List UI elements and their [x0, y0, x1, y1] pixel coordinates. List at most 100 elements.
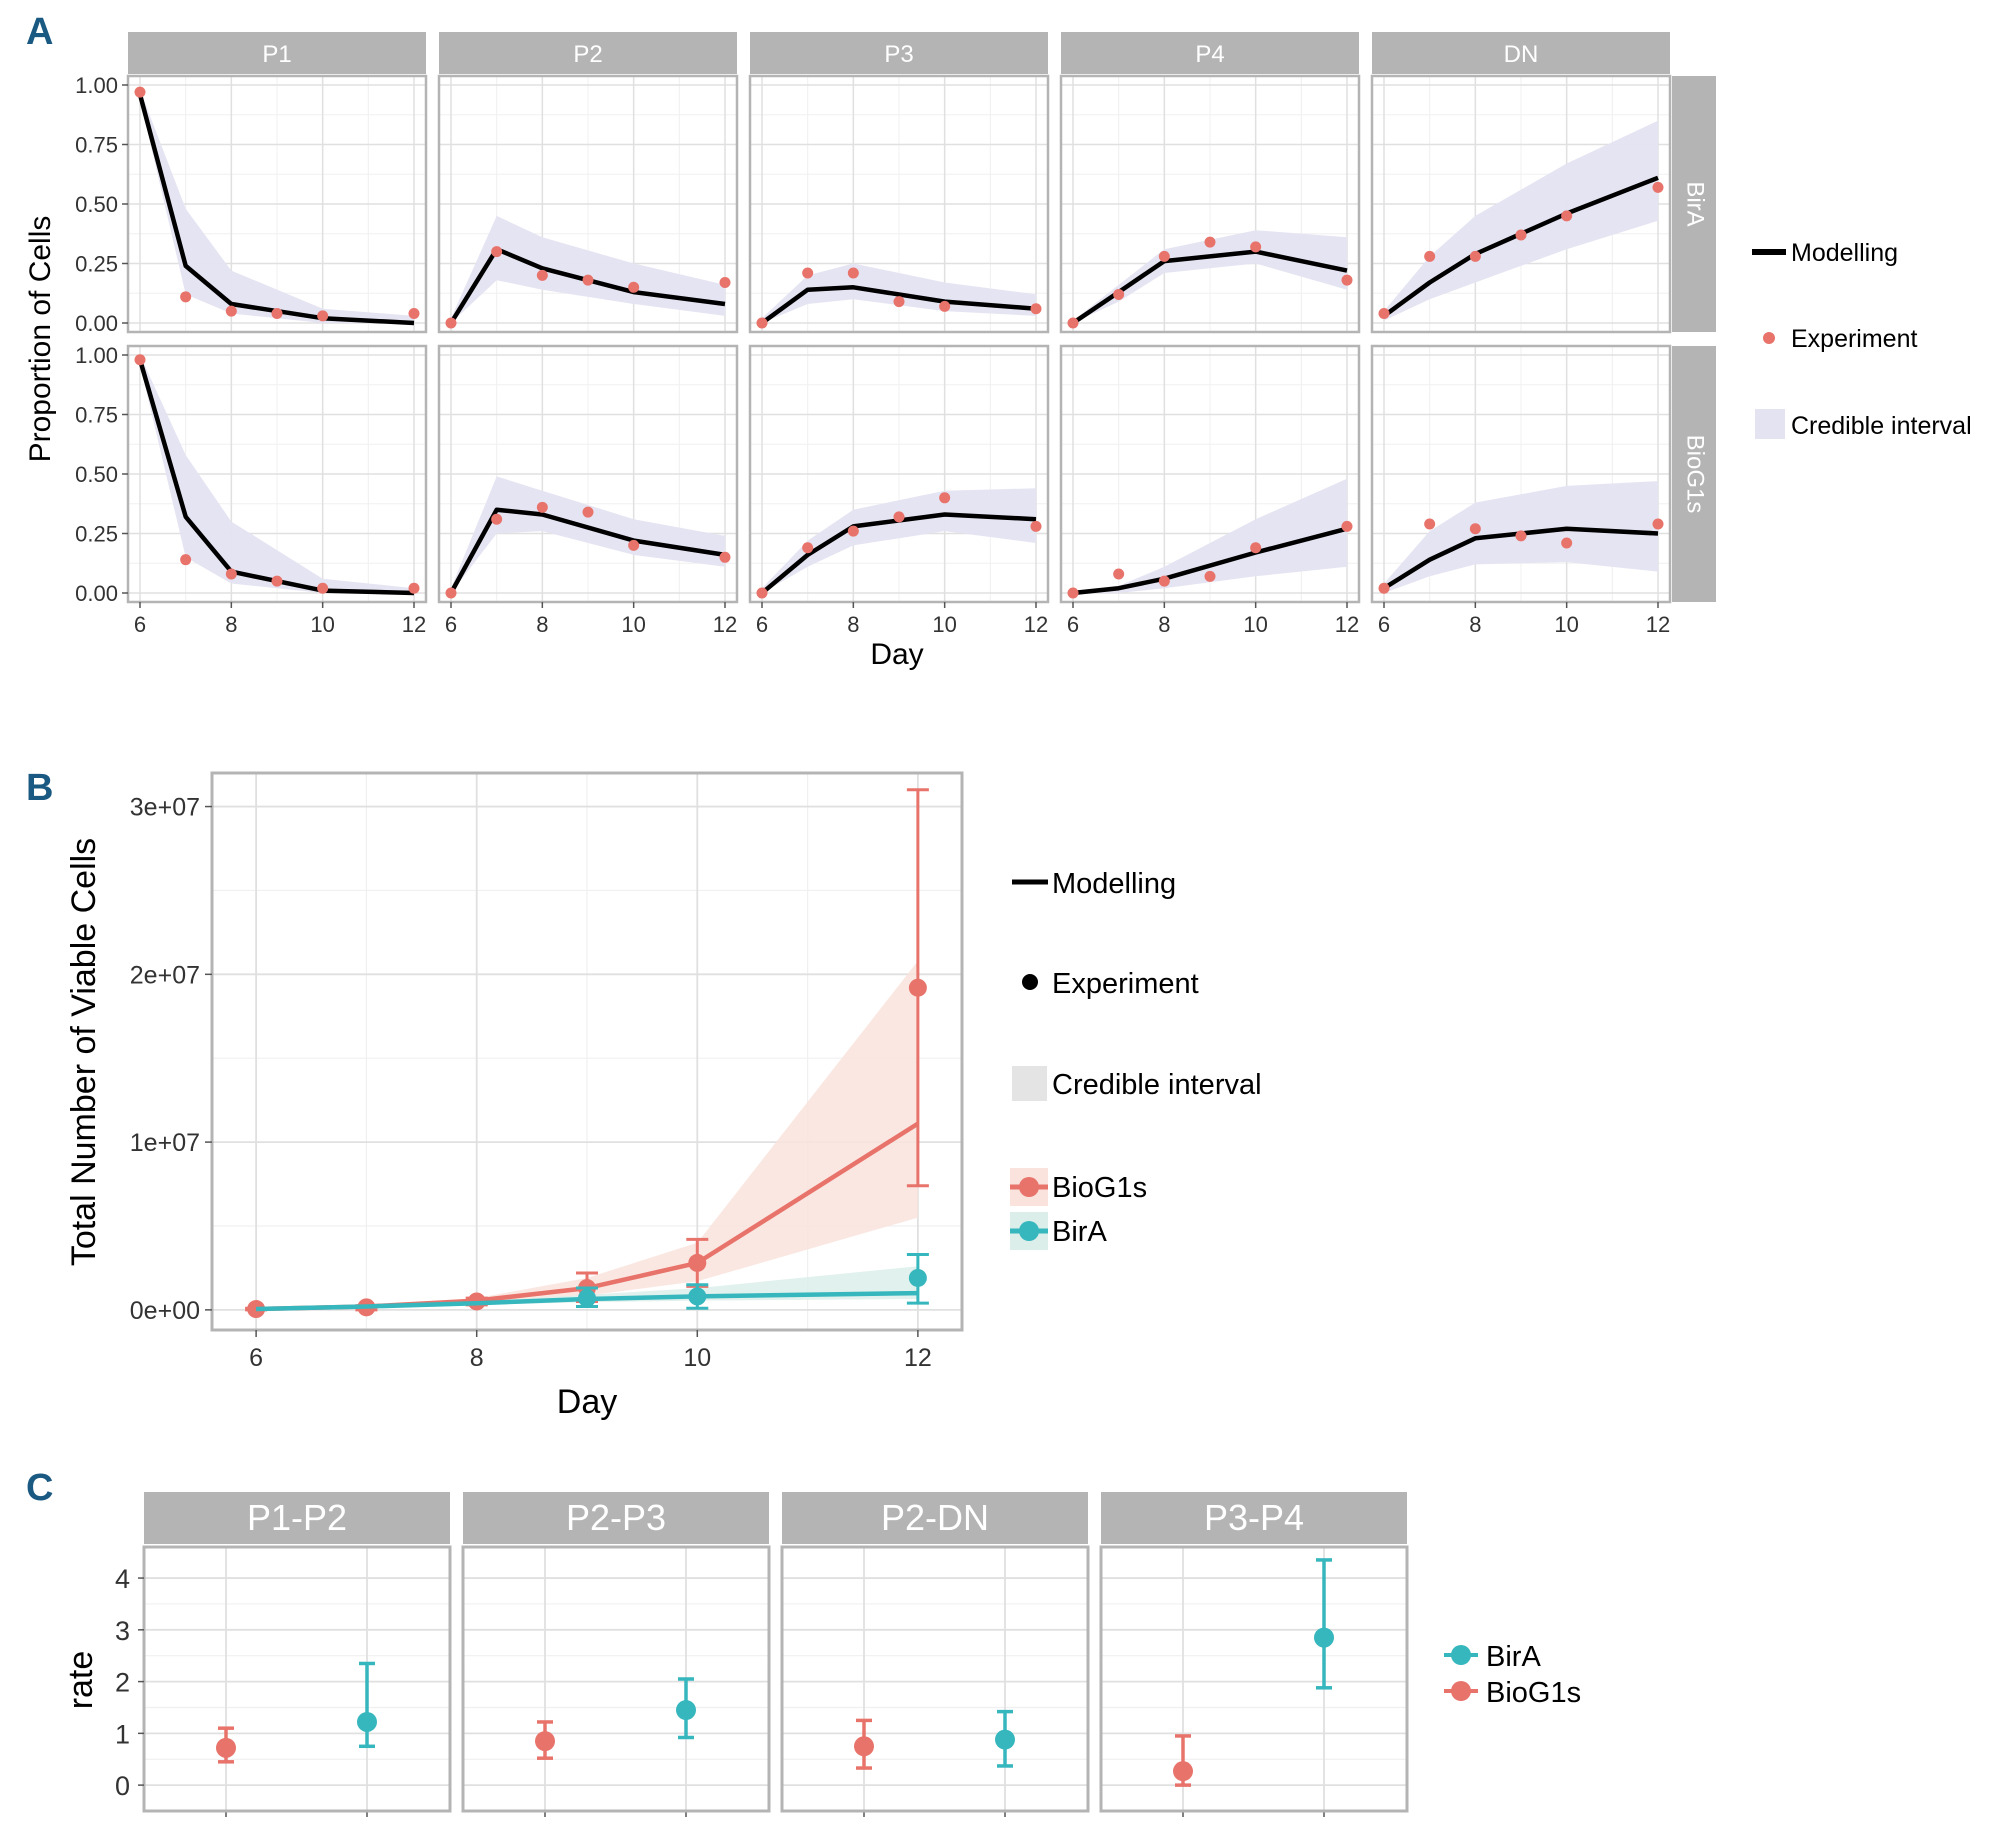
- x-tick-label: 8: [847, 612, 859, 637]
- legend-b: Modelling Experiment Credible interval B…: [1010, 868, 1262, 1250]
- facet-frame-BirA-DN: [1370, 74, 1672, 334]
- legend-a-experiment-swatch: [1763, 332, 1775, 344]
- x-tick-label-b: 12: [904, 1344, 932, 1372]
- legend-b-credible-label: Credible interval: [1052, 1069, 1262, 1101]
- strip-DN: [1372, 32, 1670, 74]
- rate-point-BioG1s: [216, 1737, 236, 1758]
- x-tick-label: 6: [134, 612, 146, 637]
- x-tick-label: 12: [713, 612, 737, 637]
- x-tick-label: 10: [932, 612, 956, 637]
- credible-band-BioG1s: [256, 960, 918, 1310]
- strip-label-P1: P1: [262, 41, 291, 68]
- experiment-point-BirA-P2: [719, 277, 731, 289]
- legend-b-credible-swatch: [1012, 1066, 1047, 1101]
- x-tick-label: 10: [1554, 612, 1578, 637]
- x-tick-label: 10: [310, 612, 334, 637]
- strip-label-P3-P4: P3-P4: [1204, 1497, 1304, 1538]
- legend-c-biog1s-point-swatch: [1451, 1681, 1471, 1701]
- strip-P3: [750, 32, 1048, 74]
- legend-a-credible-label: Credible interval: [1791, 412, 1972, 440]
- model-line-BioG1s-P2: [449, 507, 726, 595]
- facet-frame-BirA-P3: [748, 74, 1050, 334]
- strip-P3-P4: [1101, 1492, 1407, 1544]
- strip-label-DN: DN: [1504, 41, 1539, 68]
- experiment-point-BirA-P4: [1341, 274, 1353, 286]
- facet-frame-BioG1s-P4: [1059, 344, 1361, 604]
- legend-b-bira-label: BirA: [1052, 1216, 1107, 1248]
- experiment-point-BirA-P3: [1030, 303, 1042, 315]
- experiment-point-BioG1s-P4: [1067, 587, 1079, 599]
- panel-letter-c: C: [26, 1467, 53, 1509]
- experiment-point-BirA: [908, 1268, 927, 1287]
- legend-c: BirA BioG1s: [1444, 1641, 1581, 1709]
- y-tick-label-c: 2: [115, 1668, 130, 1698]
- model-line-BirA-P2: [449, 246, 726, 325]
- experiment-point-BirA-P4: [1250, 241, 1262, 253]
- experiment-point-BirA-P1: [408, 307, 420, 319]
- experiment-point-BirA-P3: [756, 317, 768, 329]
- x-tick-label: 6: [1067, 612, 1079, 637]
- experiment-point-BirA-P2: [536, 269, 548, 281]
- x-tick-label: 12: [402, 612, 426, 637]
- experiment-point-BirA-P3: [802, 267, 814, 279]
- panel-letter-a: A: [26, 11, 53, 53]
- x-tick-label: 8: [1158, 612, 1170, 637]
- x-tick-label-b: 10: [683, 1344, 711, 1372]
- x-tick-label: 6: [1378, 612, 1390, 637]
- facet-frame-BioG1s-P2: [437, 344, 739, 604]
- x-axis-title-b: Day: [557, 1383, 617, 1421]
- experiment-point-BioG1s-P4: [1341, 520, 1353, 532]
- experiment-point-BioG1s-P3: [939, 492, 951, 504]
- facet-bg-P2-DN: [782, 1547, 1088, 1811]
- experiment-point-BioG1s: [908, 978, 927, 997]
- experiment-point-BioG1s-P1: [225, 568, 237, 580]
- experiment-point-BirA-P2: [582, 274, 594, 286]
- facet-frame-BioG1s-P3: [748, 344, 1050, 604]
- legend-b-bira-point-swatch: [1019, 1221, 1039, 1241]
- y-axis-title-c: rate: [62, 1651, 100, 1710]
- x-tick-label: 12: [1335, 612, 1359, 637]
- rate-point-BirA: [357, 1711, 377, 1732]
- experiment-point-BirA-P2: [628, 281, 640, 293]
- y-axis-title-a: Proportion of Cells: [24, 216, 57, 463]
- rate-point-BioG1s: [854, 1736, 874, 1757]
- experiment-point-BioG1s-P3: [756, 587, 768, 599]
- credible-band-BirA: [256, 1266, 918, 1310]
- y-tick-label-c: 4: [115, 1564, 130, 1594]
- strip-label-P3: P3: [884, 41, 913, 68]
- legend-c-bira-label: BirA: [1486, 1641, 1541, 1673]
- y-tick-label: 0.75: [75, 133, 118, 158]
- x-tick-label-b: 8: [470, 1344, 484, 1372]
- experiment-point-BioG1s-P1: [271, 575, 283, 587]
- credible-band-BirA-P1: [140, 89, 414, 323]
- facet-bg-P2-P3: [463, 1547, 769, 1811]
- experiment-point-BirA-P1: [271, 307, 283, 319]
- panel-c: P1-P2 0 1 2 3 4 P2-P3 P2-DN P3-P4 rate: [62, 1492, 1409, 1817]
- x-tick-label: 10: [1243, 612, 1267, 637]
- experiment-point-BioG1s-P1: [408, 582, 420, 594]
- experiment-point-BirA-P2: [491, 246, 503, 258]
- y-tick-label: 1.00: [75, 343, 118, 368]
- strip-P2-P3: [463, 1492, 769, 1544]
- experiment-point-BirA: [578, 1289, 596, 1308]
- y-tick-label-b: 0e+00: [130, 1297, 200, 1325]
- legend-a-experiment-label: Experiment: [1791, 325, 1917, 353]
- experiment-point-BirA-P4: [1113, 288, 1125, 300]
- facet-bg-P1-P2: [144, 1547, 450, 1811]
- experiment-point-BirA-P1: [225, 305, 237, 317]
- row-strip-label-BirA: BirA: [1682, 181, 1709, 226]
- experiment-point-BioG1s-P4: [1158, 575, 1170, 587]
- experiment-point-BirA-P1: [134, 86, 146, 98]
- experiment-point-BirA-P2: [445, 317, 457, 329]
- y-tick-label: 0.25: [75, 522, 118, 547]
- model-line-BirA: [256, 1290, 918, 1312]
- experiment-point-BioG1s-DN: [1561, 537, 1573, 549]
- experiment-point-BioG1s-P1: [180, 554, 192, 566]
- x-tick-label: 8: [225, 612, 237, 637]
- experiment-point-BirA-P4: [1067, 317, 1079, 329]
- row-strip-BioG1s: [1672, 346, 1716, 602]
- rate-point-BirA: [995, 1729, 1015, 1750]
- experiment-point-BioG1s-P4: [1204, 570, 1216, 582]
- strip-P2: [439, 32, 737, 74]
